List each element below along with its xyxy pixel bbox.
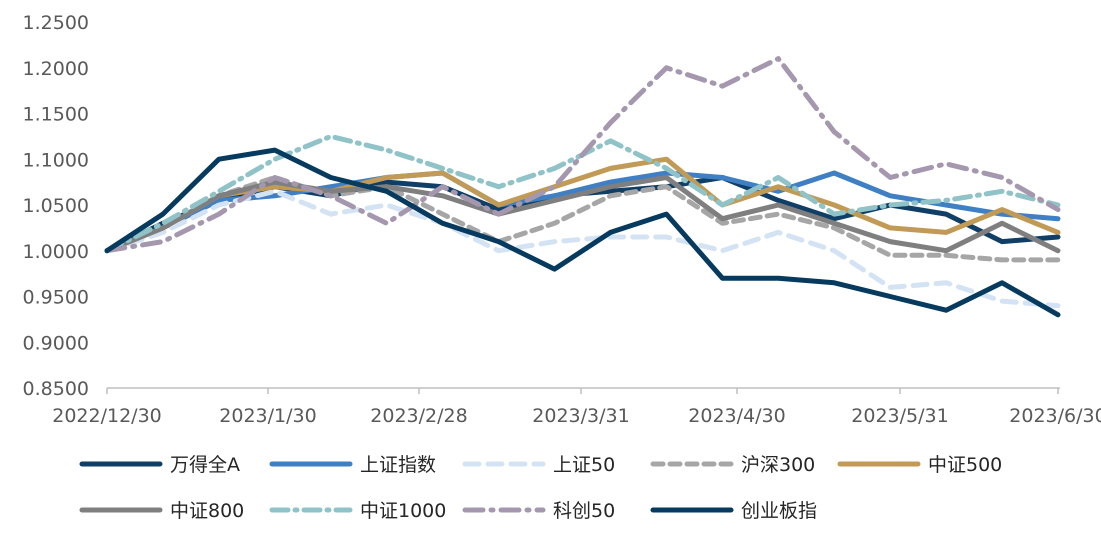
legend: 万得全A 上证指数 上证50 沪深300 中证500 中证800 中证1000 科创50 创业板… (79, 454, 1002, 522)
legend-label: 上证指数 (360, 454, 436, 476)
series-line-3 (104, 188, 1061, 309)
y-tick-label: 0.9000 (23, 332, 89, 354)
y-tick-label: 1.0000 (23, 241, 89, 263)
y-tick-label: 0.8500 (23, 378, 89, 400)
series-line-2 (104, 170, 1061, 254)
x-tick-label: 2023/4/30 (688, 405, 785, 427)
legend-label: 沪深300 (741, 454, 815, 476)
x-tick-label: 2022/12/30 (52, 405, 162, 427)
legend-label: 创业板指 (741, 500, 817, 522)
legend-label: 科创50 (553, 500, 615, 522)
y-tick-label: 0.9500 (23, 287, 89, 309)
legend-label: 中证500 (928, 454, 1002, 476)
x-tick-label: 2023/5/31 (851, 405, 948, 427)
legend-label: 上证50 (553, 454, 615, 476)
series-line-5 (104, 156, 1061, 254)
x-tick-label: 2023/1/30 (219, 405, 316, 427)
legend-label: 万得全A (170, 454, 240, 476)
series-line-9 (104, 147, 1061, 318)
legend-label: 中证800 (170, 500, 244, 522)
y-tick-label: 1.1000 (23, 149, 89, 171)
legend-label: 中证1000 (360, 500, 446, 522)
x-tick-label: 2023/6/30 (1009, 405, 1101, 427)
y-tick-label: 1.1500 (23, 104, 89, 126)
x-tick-label: 2023/2/28 (370, 405, 467, 427)
y-tick-label: 1.2000 (23, 58, 89, 80)
axes: 0.8500 0.9000 0.9500 1.0000 1.0500 1.1000 1.15… (23, 12, 1101, 427)
y-tick-label: 1.0500 (23, 195, 89, 217)
x-tick-label: 2023/3/31 (532, 405, 629, 427)
series-line-8 (104, 56, 1061, 254)
y-tick-label: 1.2500 (23, 12, 89, 34)
plot-area (104, 56, 1061, 318)
series-line-4 (104, 175, 1061, 263)
